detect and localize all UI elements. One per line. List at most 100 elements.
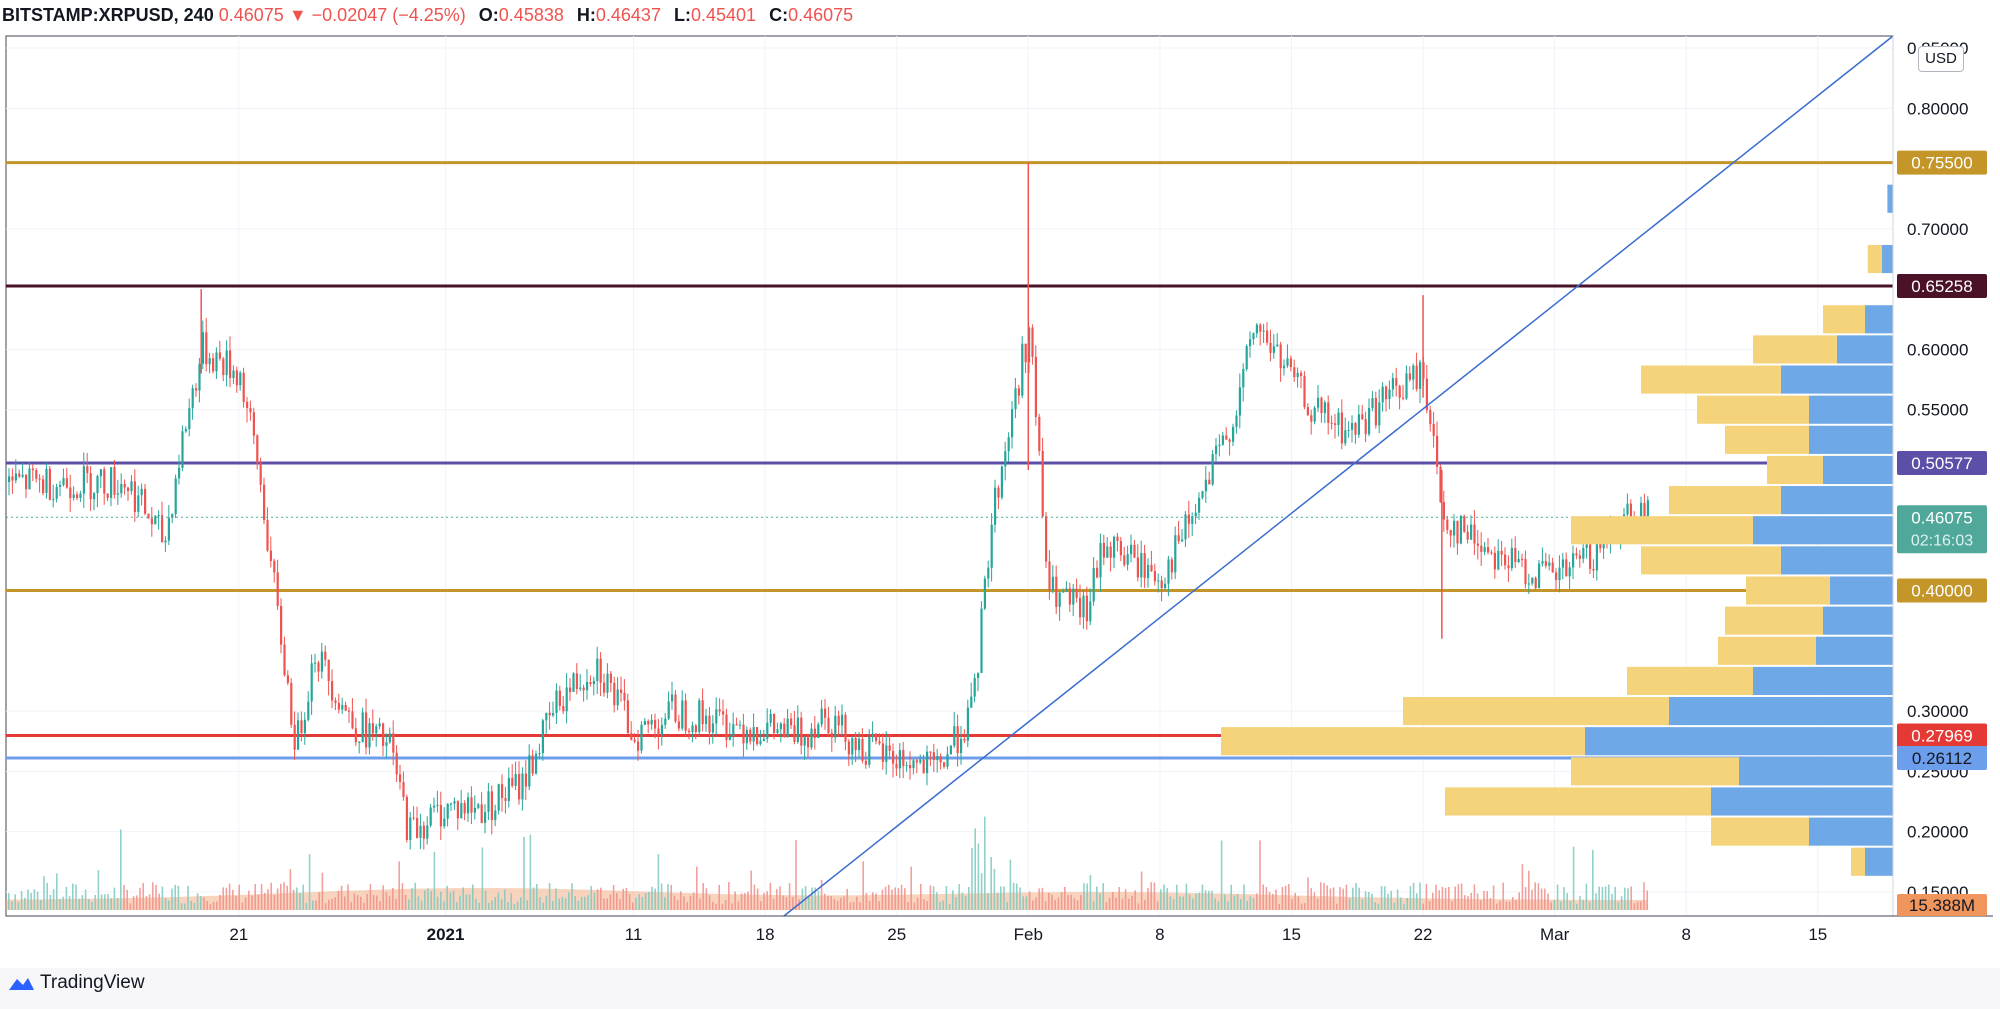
volume-bar — [907, 901, 909, 910]
price-chart[interactable]: 0.850000.800000.700000.600000.550000.300… — [0, 32, 2000, 968]
volume-bar — [827, 895, 829, 910]
volume-bar — [30, 893, 32, 910]
candle-body — [507, 777, 510, 801]
candle-body — [1626, 503, 1629, 515]
volume-bar — [532, 887, 535, 910]
candle-body — [191, 388, 194, 409]
volume-bar — [1515, 899, 1517, 910]
candle-body — [1439, 466, 1442, 503]
volume-bar — [478, 902, 480, 910]
candle-body — [875, 733, 878, 742]
volume-bar — [1505, 901, 1508, 910]
volume-bar — [1256, 893, 1258, 910]
candle-body — [1014, 388, 1017, 410]
volume-bar — [772, 898, 775, 910]
volume-bar — [248, 890, 250, 910]
low-value: 0.45401 — [690, 5, 757, 25]
volume-bar — [1528, 870, 1530, 910]
volume-bar — [603, 898, 605, 910]
volume-bar — [254, 884, 256, 910]
volume-bar — [1432, 892, 1434, 910]
volume-bar — [353, 893, 356, 910]
candle-body — [487, 791, 490, 812]
candle-body — [895, 763, 898, 769]
volume-bar — [24, 897, 26, 910]
volume-bar — [174, 884, 176, 910]
volume-bar — [1348, 898, 1351, 910]
candle-body — [1575, 553, 1578, 556]
candle-body — [691, 725, 694, 733]
volume-bar — [433, 851, 436, 910]
volume-bar — [1048, 892, 1050, 910]
volume-bar — [993, 868, 996, 910]
candle-body — [314, 662, 317, 664]
x-tick-label: 2021 — [427, 925, 465, 944]
candle-body — [841, 714, 844, 726]
candle-body — [1320, 397, 1323, 414]
volume-bar — [347, 884, 349, 910]
candle-body — [1174, 535, 1177, 573]
volume-bar — [1284, 885, 1287, 910]
candle-body — [1568, 567, 1571, 577]
candle-body — [1034, 356, 1037, 417]
volume-bar — [286, 885, 288, 910]
candle-body — [337, 702, 340, 710]
candle-body — [660, 724, 663, 736]
volume-bar — [1352, 887, 1354, 910]
volume-bar — [1019, 887, 1021, 910]
volume-profile-bar — [1627, 666, 1753, 695]
volume-bar — [1499, 900, 1501, 910]
volume-bar — [609, 894, 612, 910]
volume-profile-bar — [1403, 697, 1669, 726]
volume-bar — [1403, 903, 1405, 910]
price-level-tag-text: 0.65258 — [1911, 277, 1972, 296]
candle-body — [963, 738, 966, 741]
volume-bar — [145, 896, 148, 910]
last-price: 0.46075 — [218, 5, 284, 25]
tradingview-logo[interactable]: TradingView — [6, 972, 145, 994]
volume-bar — [116, 898, 119, 910]
candle-body — [334, 700, 337, 703]
volume-bar — [1419, 882, 1421, 910]
candle-body — [1293, 367, 1296, 378]
volume-bar — [1236, 893, 1239, 910]
volume-bar — [852, 901, 855, 910]
price-level-tag-text: 0.40000 — [1911, 582, 1972, 601]
candle-body — [1262, 330, 1265, 332]
candle-body — [1082, 595, 1085, 618]
candle-body — [1123, 555, 1126, 565]
candle-body — [749, 729, 752, 742]
volume-profile-bar — [1837, 335, 1893, 364]
volume-bar — [1524, 887, 1527, 910]
high-value: 0.46437 — [595, 5, 661, 25]
trend-line[interactable] — [783, 35, 1894, 917]
candle-body — [1592, 568, 1595, 571]
volume-bar — [1512, 897, 1514, 910]
candle-body — [127, 487, 130, 492]
volume-bar — [968, 886, 970, 910]
volume-bar — [724, 899, 727, 910]
volume-bar — [513, 903, 516, 910]
volume-bar — [27, 889, 29, 910]
volume-bar — [638, 894, 640, 910]
candle-body — [650, 719, 653, 725]
candle-body — [898, 750, 901, 769]
currency-badge[interactable]: USD — [1918, 46, 1964, 72]
candle-body — [1177, 535, 1180, 542]
candle-body — [239, 372, 242, 386]
volume-bar — [587, 894, 589, 910]
volume-bar — [1464, 895, 1466, 910]
volume-bar — [1614, 886, 1616, 910]
candle-body — [1398, 385, 1401, 398]
symbol-label[interactable]: BITSTAMP:XRPUSD, 240 — [2, 5, 214, 25]
volume-bar — [1585, 883, 1588, 910]
candle-body — [249, 408, 252, 413]
volume-bar — [184, 903, 186, 910]
candle-body — [1055, 576, 1058, 607]
volume-bar — [1355, 882, 1357, 910]
volume-bar — [1617, 902, 1620, 910]
candle-body — [1493, 552, 1496, 570]
candle-body — [137, 495, 140, 512]
candle-body — [31, 468, 34, 471]
candle-body — [1157, 580, 1160, 582]
